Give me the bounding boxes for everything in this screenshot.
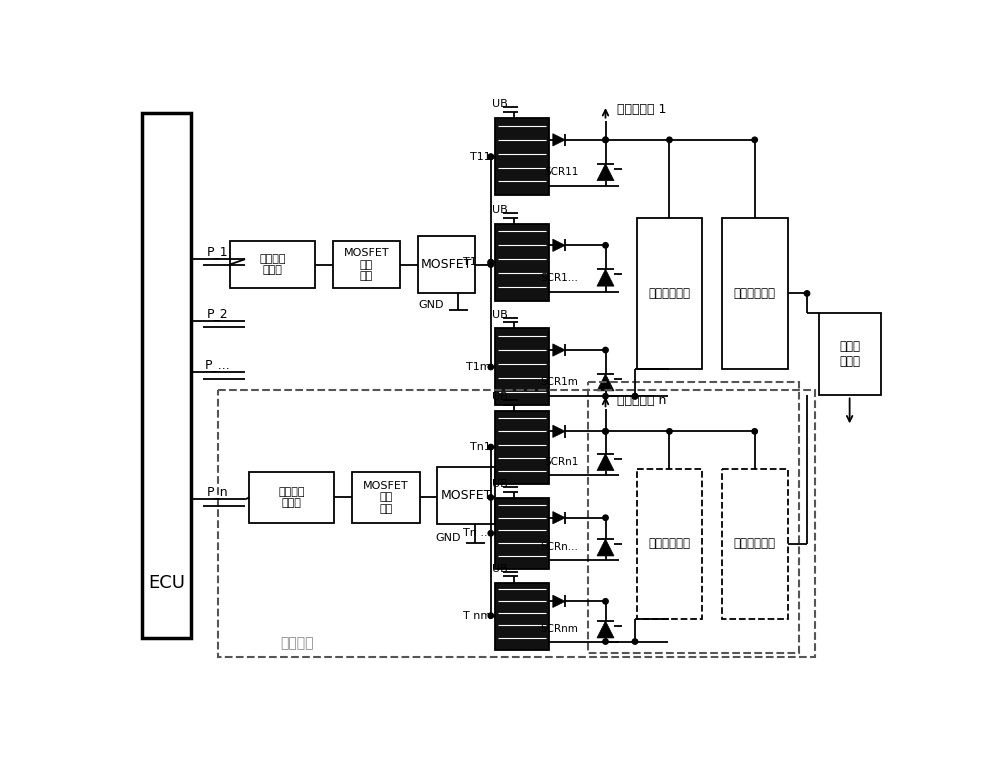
Text: SCRnm: SCRnm	[540, 625, 578, 635]
Bar	[495, 329, 549, 406]
Bar	[819, 313, 881, 396]
Text: SCRn1: SCRn1	[544, 457, 578, 467]
Polygon shape	[597, 374, 614, 391]
Circle shape	[488, 444, 494, 450]
Text: T11: T11	[470, 151, 491, 162]
Text: UB: UB	[492, 100, 508, 110]
Circle shape	[632, 393, 638, 399]
Circle shape	[667, 137, 672, 142]
Text: MOSFET
驱动
芯片: MOSFET 驱动 芯片	[344, 248, 389, 281]
Text: SCR1m: SCR1m	[540, 377, 578, 387]
Text: P_...: P_...	[205, 358, 231, 371]
Bar	[495, 411, 549, 484]
Polygon shape	[553, 239, 565, 251]
Text: 动态均压电路: 动态均压电路	[734, 537, 776, 550]
Circle shape	[603, 393, 608, 399]
Polygon shape	[597, 621, 614, 638]
Circle shape	[488, 613, 494, 619]
Text: P_1: P_1	[207, 245, 229, 258]
Polygon shape	[553, 425, 565, 438]
Bar	[333, 241, 400, 288]
Circle shape	[632, 393, 638, 399]
Text: 静态均压电路: 静态均压电路	[648, 287, 690, 300]
Polygon shape	[553, 344, 565, 356]
Text: SCR11: SCR11	[544, 167, 578, 177]
Circle shape	[603, 137, 608, 142]
Circle shape	[804, 291, 810, 296]
Text: UB: UB	[492, 479, 508, 489]
Text: MOSFET: MOSFET	[440, 489, 492, 502]
Circle shape	[603, 243, 608, 248]
Circle shape	[667, 428, 672, 434]
Circle shape	[488, 154, 494, 160]
Text: P_n: P_n	[207, 486, 229, 498]
Polygon shape	[553, 511, 565, 524]
Polygon shape	[553, 595, 565, 607]
Circle shape	[603, 515, 608, 521]
Circle shape	[488, 260, 494, 265]
Polygon shape	[553, 134, 565, 146]
Circle shape	[752, 428, 757, 434]
Bar	[495, 583, 549, 650]
Text: GND: GND	[419, 301, 444, 310]
Text: GND: GND	[436, 533, 461, 543]
Circle shape	[603, 137, 608, 142]
Bar	[230, 241, 315, 288]
Circle shape	[488, 495, 494, 500]
Text: 驱动单元: 驱动单元	[280, 636, 314, 651]
Polygon shape	[597, 454, 614, 470]
Bar	[588, 382, 799, 654]
Text: T nm: T nm	[463, 611, 491, 621]
Circle shape	[488, 260, 494, 265]
Bar	[637, 218, 702, 368]
Text: 高压蓄
能装置: 高压蓄 能装置	[839, 340, 860, 368]
Text: 静态均压电路: 静态均压电路	[648, 537, 690, 550]
Text: UB: UB	[492, 310, 508, 320]
Bar	[495, 498, 549, 568]
Text: 高压输出口 1: 高压输出口 1	[617, 103, 666, 116]
Text: SCRn...: SCRn...	[540, 543, 578, 552]
Text: UB: UB	[492, 205, 508, 215]
Circle shape	[603, 428, 608, 434]
Circle shape	[488, 154, 494, 160]
Text: Tn1: Tn1	[470, 442, 491, 453]
Text: P_2: P_2	[207, 307, 229, 320]
Bar	[495, 224, 549, 301]
Text: ECU: ECU	[148, 575, 185, 592]
Circle shape	[488, 530, 494, 536]
Text: UB: UB	[492, 564, 508, 574]
Text: MOSFET: MOSFET	[421, 258, 472, 271]
Bar	[722, 469, 788, 619]
Polygon shape	[597, 269, 614, 286]
Bar	[142, 113, 191, 638]
Text: T1 ...: T1 ...	[463, 257, 491, 267]
Circle shape	[603, 428, 608, 434]
Text: 高频方波
发生器: 高频方波 发生器	[278, 487, 305, 508]
Bar	[437, 467, 495, 524]
Bar	[418, 236, 475, 293]
Bar	[352, 473, 420, 523]
Text: Tn ...: Tn ...	[463, 528, 491, 538]
Text: UB: UB	[492, 392, 508, 402]
Circle shape	[752, 137, 757, 142]
Text: 动态均压电路: 动态均压电路	[734, 287, 776, 300]
Text: MOSFET
驱动
芯片: MOSFET 驱动 芯片	[363, 481, 409, 514]
Bar	[495, 118, 549, 196]
Bar	[722, 218, 788, 368]
Text: 高频方波
发生器: 高频方波 发生器	[259, 253, 286, 275]
Bar	[249, 473, 334, 523]
Polygon shape	[597, 164, 614, 180]
Circle shape	[632, 638, 638, 645]
Text: T1m: T1m	[466, 362, 491, 372]
Polygon shape	[597, 539, 614, 556]
Circle shape	[603, 599, 608, 604]
Bar	[637, 469, 702, 619]
Circle shape	[488, 262, 494, 267]
Bar	[218, 390, 815, 658]
Circle shape	[603, 347, 608, 353]
Text: 高压输出口 n: 高压输出口 n	[617, 393, 666, 406]
Circle shape	[488, 365, 494, 370]
Text: SCR1...: SCR1...	[540, 272, 578, 282]
Circle shape	[603, 638, 608, 645]
